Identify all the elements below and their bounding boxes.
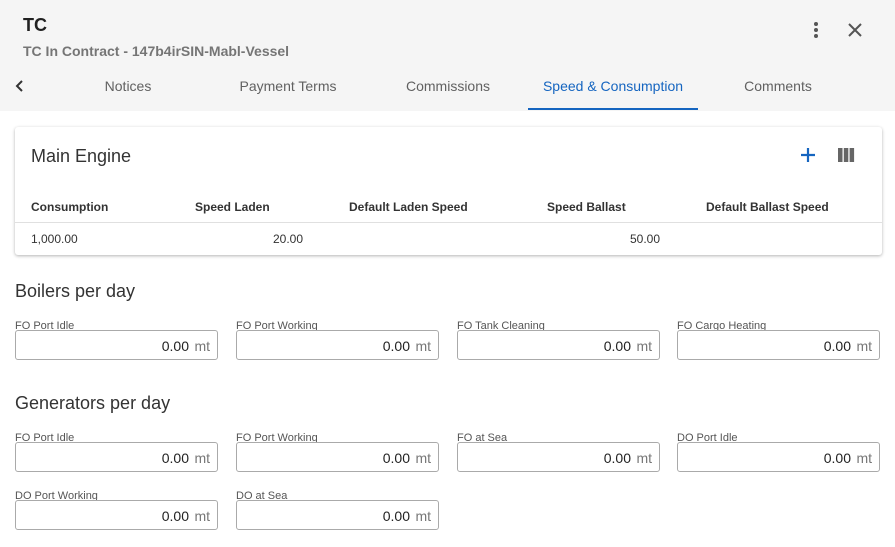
tab-back[interactable] [12, 78, 28, 94]
main-engine-card: Main Engine Consumption Speed Laden Defaul… [15, 127, 882, 255]
field-unit: mt [636, 450, 652, 466]
field-unit: mt [415, 508, 431, 524]
field-input[interactable]: 0.00 mt [236, 442, 439, 472]
tab[interactable]: Notices [104, 78, 152, 94]
field-unit: mt [194, 450, 210, 466]
field-input[interactable]: 0.00 mt [15, 442, 218, 472]
field-input[interactable]: 0.00 mt [677, 442, 880, 472]
field-label: DO Port Working [15, 490, 98, 502]
tab[interactable]: Payment Terms [239, 78, 337, 94]
field-unit: mt [194, 338, 210, 354]
column-header: Default Laden Speed [349, 200, 468, 214]
table-cell: 50.00 [629, 232, 660, 246]
field-input[interactable]: 0.00 mt [236, 330, 439, 360]
field-unit: mt [856, 450, 872, 466]
card-title: Main Engine [31, 146, 132, 166]
field-input[interactable]: 0.00 mt [15, 500, 218, 530]
add-button[interactable] [799, 146, 817, 164]
header: TC TC In Contract - 147b4irSIN-Mabl-Vess… [0, 0, 895, 111]
title: TC [23, 15, 47, 35]
column-header: Consumption [31, 200, 109, 214]
field-value: 0.00 [823, 450, 851, 466]
field-input[interactable]: 0.00 mt [457, 330, 660, 360]
field-label: FO at Sea [457, 432, 508, 444]
column-header: Speed Laden [195, 200, 270, 214]
field-value: 0.00 [382, 450, 410, 466]
field-input[interactable]: 0.00 mt [677, 330, 880, 360]
field-label: FO Port Idle [15, 432, 75, 444]
subtitle: TC In Contract - 147b4irSIN-Mabl-Vessel [23, 43, 290, 59]
field-value: 0.00 [382, 508, 410, 524]
field-value: 0.00 [161, 508, 189, 524]
close-button[interactable] [845, 20, 865, 40]
field-value: 0.00 [161, 338, 189, 354]
field-value: 0.00 [603, 450, 631, 466]
field-value: 0.00 [382, 338, 410, 354]
field-value: 0.00 [823, 338, 851, 354]
field-input[interactable]: 0.00 mt [236, 500, 439, 530]
divider [15, 222, 882, 223]
tab[interactable]: Commissions [405, 78, 491, 94]
field-label: FO Tank Cleaning [457, 320, 545, 332]
tab[interactable]: Speed & Consumption [542, 78, 684, 94]
field-label: FO Port Idle [15, 320, 75, 332]
tab[interactable]: Comments [744, 78, 812, 94]
field-input[interactable]: 0.00 mt [457, 442, 660, 472]
field-label: FO Port Working [236, 432, 318, 444]
section-title: Generators per day [15, 393, 171, 413]
table-cell: 20.00 [272, 232, 303, 246]
active-tab-indicator [528, 108, 698, 110]
field-input[interactable]: 0.00 mt [15, 330, 218, 360]
columns-button[interactable] [837, 147, 855, 163]
field-unit: mt [636, 338, 652, 354]
section-title: Boilers per day [15, 281, 136, 301]
field-value: 0.00 [161, 450, 189, 466]
field-unit: mt [415, 338, 431, 354]
field-unit: mt [856, 338, 872, 354]
field-label: DO Port Idle [677, 432, 738, 444]
column-header: Default Ballast Speed [706, 200, 829, 214]
field-label: DO at Sea [236, 490, 288, 502]
field-unit: mt [194, 508, 210, 524]
field-value: 0.00 [603, 338, 631, 354]
more-button[interactable] [806, 20, 826, 40]
table-cell: 1,000.00 [31, 232, 78, 246]
field-unit: mt [415, 450, 431, 466]
column-header: Speed Ballast [547, 200, 626, 214]
field-label: FO Port Working [236, 320, 318, 332]
field-label: FO Cargo Heating [677, 320, 767, 332]
